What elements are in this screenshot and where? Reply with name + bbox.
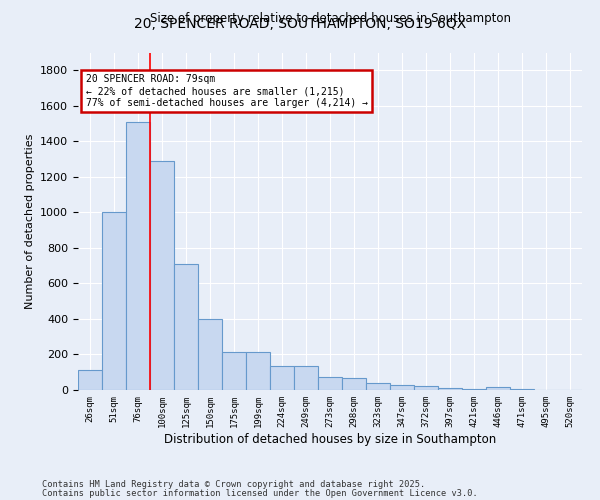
Bar: [510, 389, 534, 390]
Bar: [198, 319, 222, 390]
Bar: [294, 366, 318, 390]
Bar: [102, 212, 126, 390]
Bar: [318, 376, 342, 390]
Y-axis label: Number of detached properties: Number of detached properties: [25, 134, 35, 309]
Bar: [78, 370, 102, 390]
Bar: [462, 389, 486, 390]
Bar: [438, 388, 462, 390]
Bar: [390, 384, 414, 390]
Bar: [222, 352, 246, 390]
X-axis label: Distribution of detached houses by size in Southampton: Distribution of detached houses by size …: [164, 432, 496, 446]
Text: Contains HM Land Registry data © Crown copyright and database right 2025.: Contains HM Land Registry data © Crown c…: [42, 480, 425, 489]
Text: 20, SPENCER ROAD, SOUTHAMPTON, SO19 6QX: 20, SPENCER ROAD, SOUTHAMPTON, SO19 6QX: [134, 18, 466, 32]
Bar: [246, 352, 270, 390]
Text: 20 SPENCER ROAD: 79sqm
← 22% of detached houses are smaller (1,215)
77% of semi-: 20 SPENCER ROAD: 79sqm ← 22% of detached…: [86, 74, 368, 108]
Bar: [414, 386, 438, 390]
Bar: [366, 383, 390, 390]
Text: Contains public sector information licensed under the Open Government Licence v3: Contains public sector information licen…: [42, 489, 478, 498]
Title: Size of property relative to detached houses in Southampton: Size of property relative to detached ho…: [149, 12, 511, 25]
Bar: [342, 378, 366, 390]
Bar: [270, 366, 294, 390]
Bar: [126, 122, 150, 390]
Bar: [150, 161, 174, 390]
Bar: [486, 388, 510, 390]
Bar: [174, 264, 198, 390]
